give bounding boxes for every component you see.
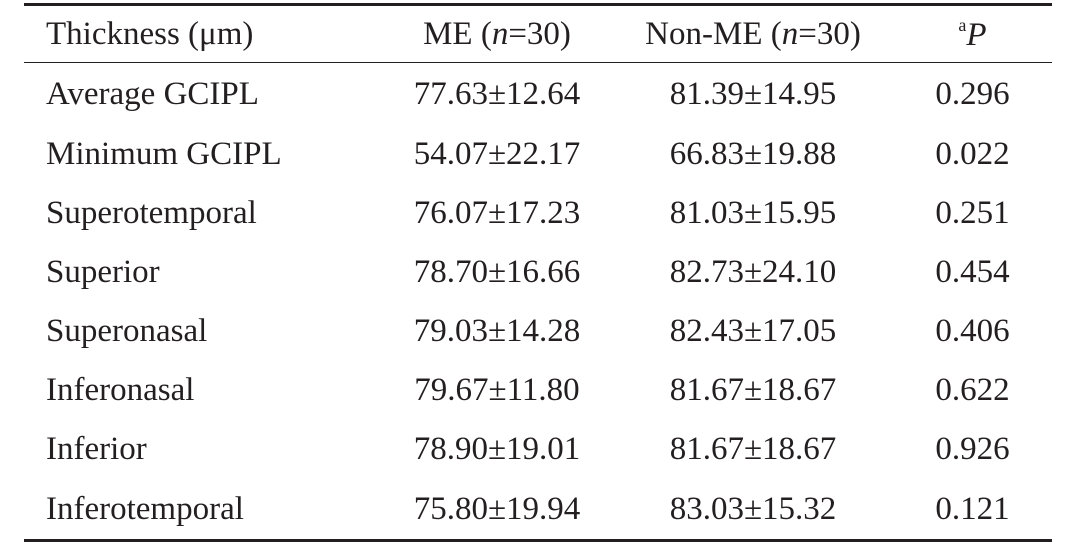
cell-non-me: 81.03±15.95 (669, 195, 837, 231)
cell-non-me: 81.39±14.95 (669, 75, 837, 112)
cell-region: Inferonasal (46, 372, 195, 408)
table-row: Superior 78.70±16.66 82.73±24.10 0.454 (24, 243, 1052, 302)
cell-region: Superonasal (46, 313, 208, 349)
table-row: Inferonasal 79.67±11.80 81.67±18.67 0.622 (24, 361, 1052, 420)
cell-p-value: 0.926 (935, 431, 1010, 467)
cell-region: Inferior (46, 431, 147, 467)
cell-p-value: 0.296 (935, 75, 1010, 112)
cell-non-me: 81.67±18.67 (669, 372, 837, 408)
cell-me: 75.80±19.94 (413, 490, 581, 527)
cell-region: Minimum GCIPL (46, 136, 282, 172)
cell-region: Average GCIPL (46, 75, 259, 112)
data-table: Thickness (μm) ME (n=30) Non-ME (n=30) a… (24, 0, 1052, 542)
cell-non-me: 83.03±15.32 (669, 490, 837, 527)
top-rule (24, 3, 1052, 6)
table-row: Inferotemporal 75.80±19.94 83.03±15.32 0.12… (24, 479, 1052, 539)
header-p-label: P (966, 16, 987, 53)
cell-region: Inferotemporal (46, 490, 244, 527)
cell-region: Superotemporal (46, 195, 257, 231)
cell-me: 78.90±19.01 (413, 431, 581, 467)
cell-me: 76.07±17.23 (413, 195, 581, 231)
table-row: Inferior 78.90±19.01 81.67±18.67 0.926 (24, 420, 1052, 479)
header-me: ME (n=30) (381, 6, 613, 62)
cell-region: Superior (46, 254, 160, 290)
cell-me: 79.67±11.80 (414, 372, 580, 408)
header-me-n: n (491, 15, 509, 52)
cell-non-me: 82.73±24.10 (669, 254, 837, 290)
header-non-me: Non-ME (n=30) (613, 6, 893, 62)
header-row: Thickness (μm) ME (n=30) Non-ME (n=30) a… (24, 6, 1052, 62)
cell-me: 54.07±22.17 (413, 136, 581, 172)
table-row: Superonasal 79.03±14.28 82.43±17.05 0.406 (24, 302, 1052, 361)
table-row: Minimum GCIPL 54.07±22.17 66.83±19.88 0.022 (24, 125, 1052, 184)
header-p-value: aP (893, 6, 1052, 62)
cell-non-me: 81.67±18.67 (669, 431, 837, 467)
header-me-prefix: ME ( (423, 15, 492, 52)
cell-non-me: 82.43±17.05 (669, 313, 837, 349)
cell-me: 77.63±12.64 (413, 75, 581, 112)
cell-non-me: 66.83±19.88 (669, 136, 837, 172)
cell-p-value: 0.406 (935, 313, 1010, 349)
header-thickness: Thickness (μm) (46, 15, 254, 52)
header-nonme-n: n (781, 15, 799, 52)
bottom-rule (24, 539, 1052, 542)
cell-p-value: 0.251 (935, 195, 1010, 231)
thickness-table-body: Average GCIPL 77.63±12.64 81.39±14.95 0.296… (24, 63, 1052, 539)
cell-p-value: 0.454 (935, 254, 1010, 290)
table-row: Average GCIPL 77.63±12.64 81.39±14.95 0.296 (24, 63, 1052, 125)
cell-me: 79.03±14.28 (413, 313, 581, 349)
header-rule (24, 62, 1052, 63)
header-p-superscript: a (958, 14, 967, 35)
cell-p-value: 0.022 (935, 136, 1010, 172)
header-me-suffix: =30) (508, 15, 571, 52)
cell-p-value: 0.622 (935, 372, 1010, 408)
header-nonme-suffix: =30) (798, 15, 861, 52)
cell-p-value: 0.121 (935, 490, 1010, 527)
cell-me: 78.70±16.66 (413, 254, 581, 290)
table-body: Average GCIPL 77.63±12.64 81.39±14.95 0.296… (24, 63, 1052, 539)
table-row: Superotemporal 76.07±17.23 81.03±15.95 0.25… (24, 184, 1052, 243)
table-header: Thickness (μm) ME (n=30) Non-ME (n=30) a… (24, 6, 1052, 62)
header-nonme-prefix: Non-ME ( (645, 15, 782, 52)
thickness-table: Thickness (μm) ME (n=30) Non-ME (n=30) a… (24, 6, 1052, 62)
